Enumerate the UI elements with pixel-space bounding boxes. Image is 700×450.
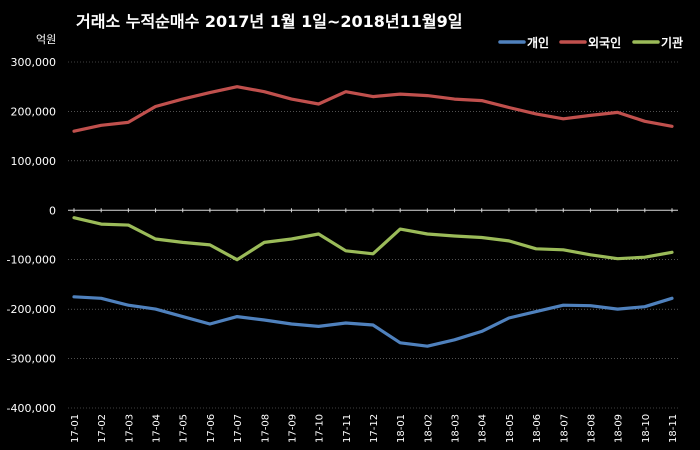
x-tick-label: 18-11 xyxy=(668,414,679,443)
series-line-3 xyxy=(72,216,674,262)
y-tick-label: 0 xyxy=(49,204,56,217)
x-tick-label: 17-11 xyxy=(342,414,353,443)
x-tick-label: 18-06 xyxy=(532,414,543,443)
series-lines xyxy=(72,85,674,348)
legend-label: 외국인 xyxy=(588,35,621,50)
y-axis-unit: 억원 xyxy=(36,33,56,46)
legend: 개인 외국인 기관 xyxy=(498,35,683,50)
x-tick-label: 18-03 xyxy=(451,414,462,443)
x-tick-label: 17-05 xyxy=(179,414,190,443)
x-tick-label: 18-09 xyxy=(614,414,625,443)
y-tick-label: -400,000 xyxy=(7,402,56,415)
series-line-1 xyxy=(72,295,674,348)
x-tick-label: 17-07 xyxy=(233,414,244,443)
x-tick-label: 18-10 xyxy=(641,414,652,443)
y-tick-label: -200,000 xyxy=(7,303,56,316)
y-tick-label: 300,000 xyxy=(11,56,57,69)
x-axis-ticks: 17-01 17-02 17-03 17-04 17-05 17-06 17-07 17-08… xyxy=(70,208,679,443)
x-tick-label: 18-05 xyxy=(505,414,516,443)
x-tick-label: 17-02 xyxy=(97,414,108,443)
x-tick-label: 17-01 xyxy=(70,414,81,443)
y-tick-label: -300,000 xyxy=(7,353,56,366)
x-tick-label: 17-09 xyxy=(287,414,298,443)
legend-label: 개인 xyxy=(527,35,549,50)
x-tick-label: 17-04 xyxy=(152,414,163,443)
x-tick-label: 17-06 xyxy=(206,414,217,443)
y-tick-label: -100,000 xyxy=(7,254,56,267)
legend-label: 기관 xyxy=(661,35,683,50)
x-tick-label: 18-01 xyxy=(396,414,407,443)
chart-title: 거래소 누적순매수 2017년 1월 1일~2018년11월9일 xyxy=(76,12,463,31)
x-tick-label: 18-08 xyxy=(586,414,597,443)
x-tick-label: 17-12 xyxy=(369,414,380,443)
y-tick-label: 200,000 xyxy=(11,105,57,118)
x-tick-label: 18-04 xyxy=(478,414,489,443)
y-tick-label: 100,000 xyxy=(11,155,57,168)
gridlines xyxy=(68,61,678,409)
x-tick-label: 17-10 xyxy=(315,414,326,443)
x-tick-label: 17-03 xyxy=(124,414,135,443)
series-line-2 xyxy=(72,85,674,133)
x-tick-label: 17-08 xyxy=(260,414,271,443)
x-tick-label: 18-02 xyxy=(423,414,434,443)
y-axis-ticks: 300,000 200,000 100,000 0 -100,000 -200,000 -3… xyxy=(7,56,56,415)
x-tick-label: 18-07 xyxy=(559,414,570,443)
